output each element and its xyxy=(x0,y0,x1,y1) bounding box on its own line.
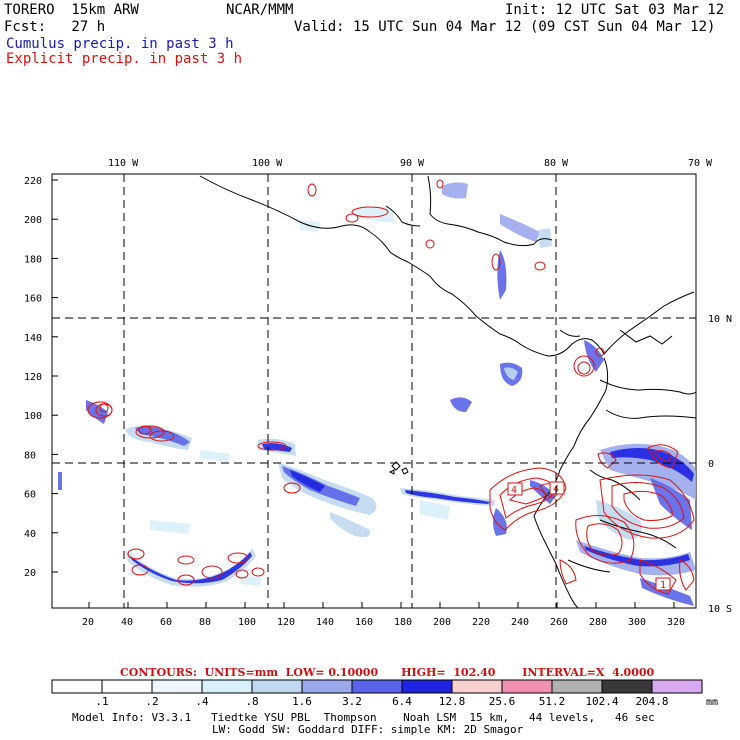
colorbar-swatch xyxy=(651,679,703,694)
explicit-precip-contours xyxy=(87,179,695,595)
y-tick-label: 60 xyxy=(24,490,36,501)
lon-label: 90 W xyxy=(400,158,425,169)
x-tick-label: 300 xyxy=(628,617,646,628)
x-tick-label: 40 xyxy=(121,617,133,628)
y-tick-label: 120 xyxy=(24,372,42,383)
colorbar-swatch xyxy=(601,679,653,694)
x-tick-label: 260 xyxy=(550,617,568,628)
y-tick-label: 140 xyxy=(24,333,42,344)
x-tick-label: 240 xyxy=(511,617,529,628)
contour-label: 4 xyxy=(511,485,517,496)
colorbar-label: 12.8 xyxy=(439,695,466,708)
x-tick-label: 160 xyxy=(355,617,373,628)
colorbar-label: 3.2 xyxy=(342,695,362,708)
x-tick-label: 120 xyxy=(277,617,295,628)
center-label: NCAR/MMM xyxy=(226,2,294,18)
x-tick-label: 20 xyxy=(82,617,94,628)
x-tick-label: 320 xyxy=(667,617,685,628)
contour-label: 1 xyxy=(660,580,666,591)
field-explicit-label: Explicit precip. in past 3 h xyxy=(6,51,243,67)
colorbar-swatch xyxy=(351,679,403,694)
colorbar-label: 6.4 xyxy=(392,695,412,708)
x-tick-label: 280 xyxy=(589,617,607,628)
x-tick-label: 100 xyxy=(238,617,256,628)
colorbar-label: 102.4 xyxy=(585,695,618,708)
y-tick-label: 100 xyxy=(24,411,42,422)
x-tick-label: 140 xyxy=(316,617,334,628)
axis-labels: 110 W 100 W 90 W 80 W 70 W 10 N 0 10 S xyxy=(108,158,732,615)
y-tick-labels: 220 200 180 160 140 120 100 80 60 40 20 xyxy=(24,176,42,579)
colorbar-label: .2 xyxy=(145,695,158,708)
model-info-line2: LW: Godd SW: Goddard DIFF: simple KM: 2D… xyxy=(212,723,524,736)
y-tick-label: 40 xyxy=(24,529,36,540)
x-tick-label: 220 xyxy=(472,617,490,628)
colorbar-label: 1.6 xyxy=(292,695,312,708)
x-tick-label: 60 xyxy=(160,617,172,628)
colorbar-swatch xyxy=(551,679,603,694)
map-frame xyxy=(51,173,697,609)
model-info-line1: Model Info: V3.3.1 Tiedtke YSU PBL Thomp… xyxy=(72,711,655,724)
colorbar-label: .8 xyxy=(245,695,258,708)
colorbar-swatch xyxy=(101,679,153,694)
init-time: Init: 12 UTC Sat 03 Mar 12 xyxy=(505,2,725,18)
colorbar-label: .4 xyxy=(195,695,209,708)
colorbar-swatch xyxy=(151,679,203,694)
lon-label: 100 W xyxy=(252,158,283,169)
colorbar-swatch xyxy=(451,679,503,694)
colorbar-swatch xyxy=(251,679,303,694)
colorbar-swatch xyxy=(501,679,553,694)
colorbar-swatch xyxy=(51,679,103,694)
cumulus-precip-areas xyxy=(58,182,696,606)
colorbar-unit: mm xyxy=(706,697,718,708)
y-tick-label: 160 xyxy=(24,294,42,305)
valid-time: Valid: 15 UTC Sun 04 Mar 12 (09 CST Sun … xyxy=(294,19,716,35)
colorbar-label: 25.6 xyxy=(489,695,516,708)
contours-info: CONTOURS: UNITS=mm LOW= 0.10000 HIGH= 10… xyxy=(120,666,655,679)
field-cumulus-label: Cumulus precip. in past 3 h xyxy=(6,36,234,52)
y-tick-label: 220 xyxy=(24,176,42,187)
colorbar-label: .1 xyxy=(95,695,108,708)
x-tick-label: 80 xyxy=(199,617,211,628)
x-tick-labels: 20 40 60 80 100 120 140 160 180 200 220 240 260 280 30… xyxy=(82,617,685,628)
colorbar: .1 .2 .4 .8 1.6 3.2 6.4 12.8 25.6 51.2 102.4 204.8 m… xyxy=(51,679,718,708)
forecast-hour: Fcst: 27 h xyxy=(4,19,106,35)
latlon-gridlines xyxy=(52,174,696,608)
colorbar-swatch xyxy=(301,679,353,694)
colorbar-label: 51.2 xyxy=(539,695,566,708)
x-tick-label: 180 xyxy=(394,617,412,628)
x-tick-label: 200 xyxy=(433,617,451,628)
lat-label: 10 S xyxy=(708,604,732,615)
lon-label: 110 W xyxy=(108,158,139,169)
model-title: TORERO 15km ARW xyxy=(4,2,139,18)
colorbar-swatch xyxy=(401,679,453,694)
lat-label: 0 xyxy=(708,459,714,470)
colorbar-swatch xyxy=(201,679,253,694)
y-tick-label: 180 xyxy=(24,254,42,265)
lon-label: 80 W xyxy=(544,158,569,169)
axis-ticks xyxy=(52,179,675,608)
y-tick-label: 20 xyxy=(24,568,36,579)
y-tick-label: 80 xyxy=(24,450,36,461)
colorbar-label: 204.8 xyxy=(635,695,668,708)
lat-label: 10 N xyxy=(708,314,732,325)
y-tick-label: 200 xyxy=(24,215,42,226)
lon-label: 70 W xyxy=(688,158,713,169)
contour-label-boxes xyxy=(507,481,671,591)
